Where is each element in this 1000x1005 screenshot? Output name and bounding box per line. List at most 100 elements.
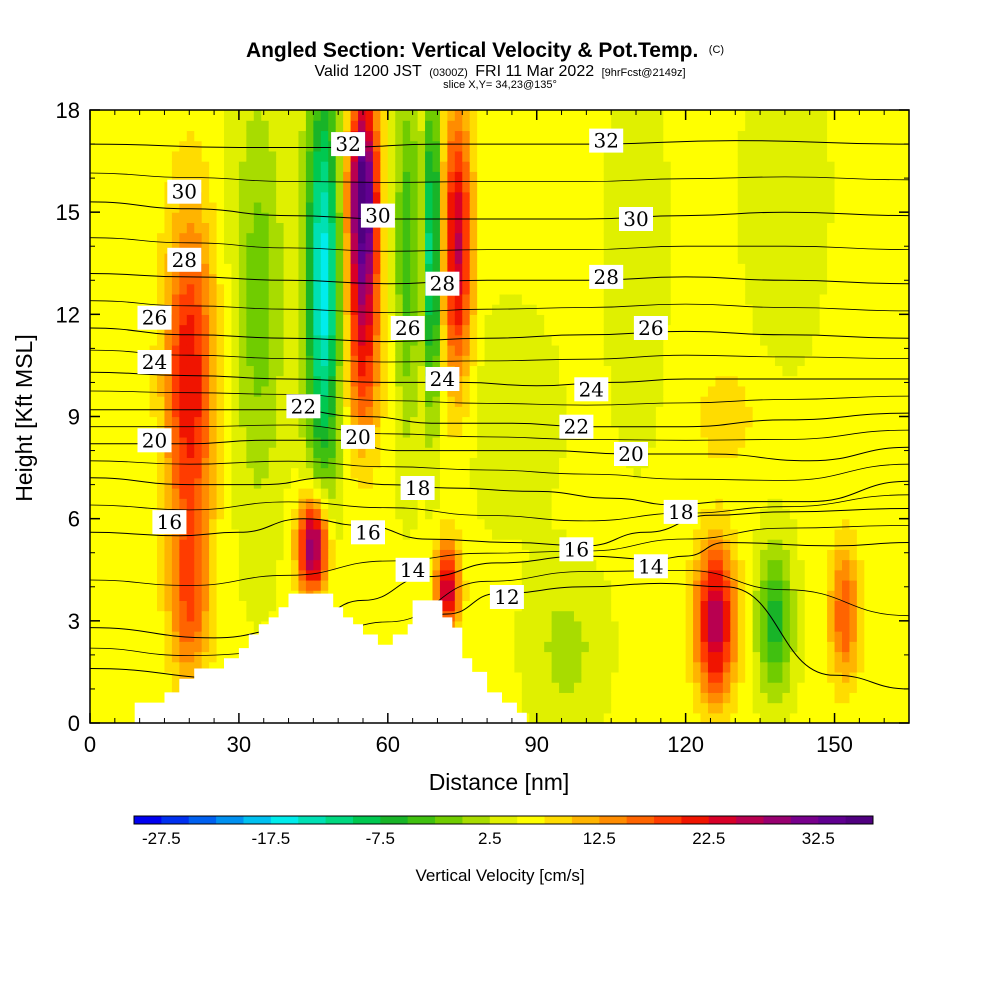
velocity-cell xyxy=(209,304,218,315)
velocity-cell xyxy=(633,283,642,295)
velocity-cell xyxy=(291,375,300,387)
velocity-cell xyxy=(246,447,255,458)
velocity-cell xyxy=(261,130,270,142)
velocity-cell xyxy=(447,477,456,489)
velocity-cell xyxy=(387,467,396,479)
velocity-cell xyxy=(573,232,582,244)
velocity-cell xyxy=(149,406,158,418)
velocity-cell xyxy=(551,508,560,520)
velocity-cell xyxy=(618,304,627,315)
velocity-cell xyxy=(283,171,292,183)
velocity-cell xyxy=(655,263,664,275)
velocity-cell xyxy=(142,661,151,673)
velocity-cell xyxy=(104,539,113,550)
velocity-cell xyxy=(231,549,240,561)
velocity-cell xyxy=(484,171,493,183)
velocity-cell xyxy=(484,539,493,550)
velocity-cell xyxy=(216,498,225,510)
velocity-cell xyxy=(209,467,218,479)
velocity-cell xyxy=(693,375,702,387)
velocity-cell xyxy=(253,263,262,275)
velocity-cell xyxy=(469,120,478,132)
velocity-cell xyxy=(246,161,255,172)
velocity-cell xyxy=(588,508,597,520)
velocity-cell xyxy=(358,120,367,132)
velocity-cell xyxy=(268,559,277,571)
velocity-cell xyxy=(298,283,307,295)
velocity-cell xyxy=(90,314,99,326)
velocity-cell xyxy=(447,212,456,223)
velocity-cell xyxy=(648,191,657,203)
velocity-cell xyxy=(224,600,233,612)
velocity-cell xyxy=(626,579,635,591)
velocity-cell xyxy=(655,416,664,428)
velocity-cell xyxy=(477,375,486,387)
velocity-cell xyxy=(313,447,322,458)
velocity-cell xyxy=(618,293,627,305)
velocity-cell xyxy=(417,110,426,121)
velocity-cell xyxy=(253,600,262,612)
velocity-cell xyxy=(268,406,277,418)
velocity-cell xyxy=(432,304,441,315)
velocity-cell xyxy=(119,365,128,377)
velocity-cell xyxy=(626,539,635,550)
velocity-cell xyxy=(268,273,277,285)
velocity-cell xyxy=(276,549,285,561)
velocity-cell xyxy=(142,324,151,336)
velocity-cell xyxy=(611,314,620,326)
velocity-cell xyxy=(559,661,568,673)
velocity-cell xyxy=(573,324,582,336)
velocity-cell xyxy=(142,569,151,581)
velocity-cell xyxy=(566,222,575,234)
velocity-cell xyxy=(164,334,173,346)
velocity-cell xyxy=(194,518,203,530)
velocity-cell xyxy=(529,569,538,581)
velocity-cell xyxy=(685,426,694,438)
velocity-cell xyxy=(529,212,538,223)
velocity-cell xyxy=(417,528,426,540)
velocity-cell xyxy=(194,559,203,571)
velocity-cell xyxy=(678,344,687,356)
velocity-cell xyxy=(209,253,218,264)
velocity-cell xyxy=(372,334,381,346)
velocity-cell xyxy=(209,355,218,367)
velocity-cell xyxy=(492,610,501,622)
velocity-cell xyxy=(179,620,188,632)
velocity-cell xyxy=(224,334,233,346)
velocity-cell xyxy=(402,171,411,183)
velocity-cell xyxy=(514,426,523,438)
velocity-cell xyxy=(469,600,478,612)
velocity-cell xyxy=(298,110,307,121)
velocity-cell xyxy=(626,498,635,510)
velocity-cell xyxy=(164,161,173,172)
velocity-cell xyxy=(350,549,359,561)
velocity-cell xyxy=(648,304,657,315)
velocity-cell xyxy=(119,314,128,326)
velocity-cell xyxy=(529,518,538,530)
velocity-cell xyxy=(506,498,515,510)
velocity-cell xyxy=(142,651,151,663)
velocity-cell xyxy=(648,631,657,642)
velocity-cell xyxy=(611,590,620,601)
velocity-cell xyxy=(261,253,270,264)
velocity-cell xyxy=(365,620,374,632)
velocity-cell xyxy=(670,232,679,244)
velocity-cell xyxy=(603,641,612,653)
velocity-cell xyxy=(581,528,590,540)
velocity-cell xyxy=(469,171,478,183)
velocity-cell xyxy=(581,201,590,213)
velocity-cell xyxy=(97,610,106,622)
velocity-cell xyxy=(432,150,441,162)
velocity-cell xyxy=(447,171,456,183)
velocity-cell xyxy=(127,518,136,530)
velocity-cell xyxy=(119,600,128,612)
velocity-cell xyxy=(603,436,612,448)
velocity-cell xyxy=(320,161,329,172)
velocity-cell xyxy=(276,365,285,377)
velocity-cell xyxy=(432,488,441,499)
velocity-cell xyxy=(551,334,560,346)
velocity-cell xyxy=(402,191,411,203)
velocity-cell xyxy=(97,457,106,469)
velocity-cell xyxy=(268,396,277,407)
velocity-cell xyxy=(112,528,121,540)
